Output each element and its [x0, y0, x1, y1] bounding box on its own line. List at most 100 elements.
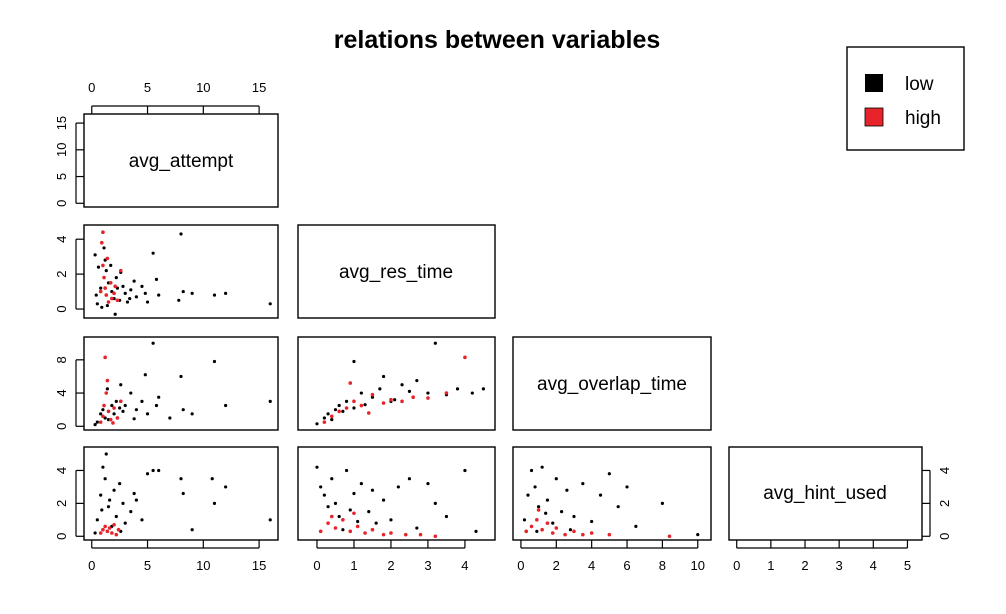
point-low-5-10: [565, 488, 569, 492]
point-high-3-4: [107, 526, 112, 530]
tick-label-top-avg-attempt-0: 0: [88, 80, 95, 95]
point-high-1-4: [104, 391, 109, 395]
point-low-5-5: [540, 465, 544, 469]
point-low-5-0: [522, 518, 527, 522]
point-low-0-9: [114, 276, 118, 280]
scatter-panel-box-1: [83, 336, 279, 431]
tick-label-bottom-avg_overlap_time-8: 8: [659, 558, 666, 573]
point-high-1-8: [112, 406, 116, 410]
point-low-1-23: [268, 399, 272, 403]
point-high-0-6: [108, 281, 113, 285]
tick-label-left-avg_res_time-2: 2: [54, 271, 69, 278]
tick-label-left-avg_res_time-0: 0: [54, 305, 69, 312]
point-low-4-11: [374, 521, 378, 525]
point-low-4-18: [433, 501, 437, 505]
tick-label-left-avg_attempt-0: 0: [54, 200, 69, 207]
point-high-0-14: [113, 284, 117, 289]
point-low-4-20: [463, 468, 467, 473]
diag-box-avg-attempt: [83, 113, 279, 208]
point-low-2-14: [426, 391, 430, 395]
point-low-2-11: [400, 383, 404, 387]
point-low-0-14: [129, 288, 133, 292]
point-low-3-1: [99, 493, 103, 497]
point-low-5-7: [551, 521, 555, 525]
point-high-4-8: [381, 532, 386, 537]
point-low-2-9: [378, 387, 382, 391]
point-low-0-19: [154, 277, 159, 281]
tick-label-bottom-avg_attempt-10: 10: [196, 558, 210, 573]
point-high-0-13: [110, 296, 114, 301]
legend-box: [846, 46, 965, 151]
diag-label-avg-overlap-time: avg_overlap_time: [537, 374, 687, 395]
point-low-1-19: [181, 408, 185, 412]
point-high-2-7: [381, 401, 386, 405]
point-low-3-24: [93, 531, 97, 535]
point-low-4-16: [415, 526, 419, 530]
point-high-5-3: [540, 527, 544, 532]
point-low-2-12: [407, 389, 412, 393]
point-high-4-5: [355, 524, 360, 529]
point-low-3-0: [95, 518, 99, 522]
point-high-0-2: [102, 275, 106, 280]
point-high-2-8: [389, 397, 393, 402]
point-low-5-6: [545, 498, 550, 502]
point-low-3-29: [108, 498, 112, 502]
point-high-4-1: [326, 521, 330, 525]
tick-label-bottom-avg_hint_used-5: 5: [904, 558, 911, 573]
point-high-1-11: [111, 421, 115, 425]
point-low-4-2: [322, 493, 326, 497]
point-high-5-11: [607, 532, 612, 537]
tick-label-left-avg_attempt-15: 15: [54, 116, 69, 130]
point-low-0-38: [143, 291, 147, 295]
tick-label-left-avg_hint_used-2: 2: [54, 500, 69, 507]
point-low-2-2: [326, 412, 330, 416]
point-high-5-10: [589, 531, 594, 535]
point-high-1-10: [118, 399, 123, 404]
point-low-2-3: [333, 408, 338, 412]
point-low-2-8: [370, 395, 375, 399]
point-low-4-23: [348, 508, 352, 512]
point-low-4-6: [337, 514, 341, 519]
point-low-3-22: [224, 485, 228, 489]
point-low-2-18: [470, 391, 474, 395]
point-low-3-25: [104, 452, 108, 456]
point-low-4-10: [367, 509, 371, 514]
point-low-5-23: [568, 528, 573, 532]
point-low-0-16: [140, 284, 144, 288]
point-high-3-2: [103, 524, 107, 529]
point-high-3-6: [112, 522, 116, 527]
point-low-4-17: [426, 482, 430, 486]
point-high-3-1: [101, 527, 105, 532]
tick-label-left-avg_overlap_time-4: 4: [54, 389, 69, 396]
diag-label-avg-attempt: avg_attempt: [129, 151, 234, 172]
point-low-4-22: [341, 528, 345, 532]
point-low-4-5: [333, 501, 338, 505]
point-low-0-34: [94, 293, 98, 297]
point-low-1-15: [151, 341, 155, 345]
point-low-1-27: [132, 417, 136, 421]
point-low-4-13: [389, 518, 393, 522]
point-high-4-4: [348, 529, 353, 534]
point-low-1-10: [123, 403, 127, 408]
point-low-2-23: [341, 409, 345, 413]
legend-swatch-low: [865, 74, 883, 92]
point-high-1-1: [101, 414, 105, 419]
tick-label-bottom-avg_res_time-2: 2: [387, 558, 394, 573]
tick-label-bottom-avg_hint_used-2: 2: [801, 558, 808, 573]
point-low-4-8: [352, 491, 356, 496]
point-low-0-28: [96, 265, 101, 269]
point-high-2-2: [337, 409, 341, 414]
point-high-2-12: [444, 391, 449, 395]
point-low-3-13: [140, 518, 144, 522]
tick-label-bottom-avg_hint_used-3: 3: [836, 558, 843, 573]
point-low-5-3: [533, 485, 537, 489]
point-high-5-2: [535, 518, 539, 522]
point-low-4-21: [474, 529, 478, 533]
point-low-5-11: [572, 514, 576, 519]
point-low-3-11: [129, 509, 133, 514]
point-low-5-20: [696, 533, 700, 537]
point-low-5-15: [607, 472, 611, 476]
point-low-0-13: [125, 300, 130, 304]
point-high-1-5: [105, 378, 110, 383]
